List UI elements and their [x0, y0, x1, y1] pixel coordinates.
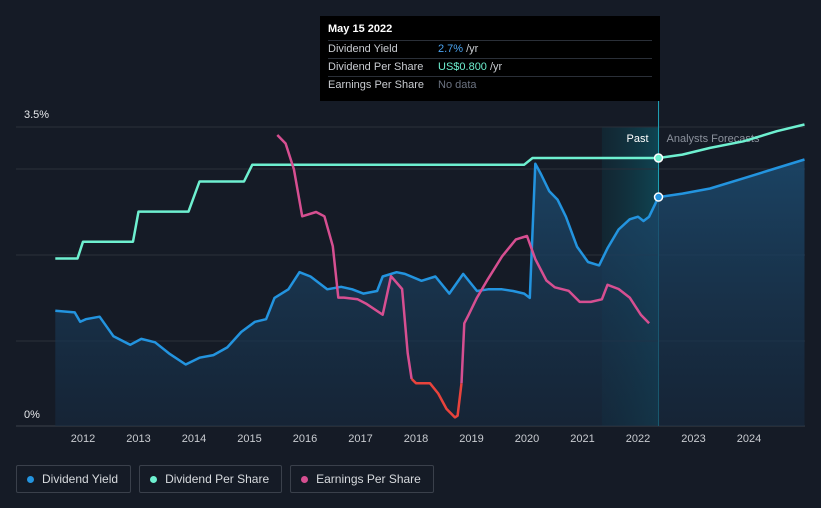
tooltip-row-earnings-per-share: Earnings Per Share No data: [328, 76, 652, 94]
y-tick-label: 3.5%: [24, 109, 49, 121]
x-tick-label: 2023: [681, 433, 705, 445]
legend-label: Earnings Per Share: [316, 472, 421, 486]
tooltip-label: Dividend Per Share: [328, 61, 424, 73]
x-tick-label: 2021: [570, 433, 594, 445]
past-label: Past: [627, 133, 649, 145]
earnings-per-share-line-negative: [410, 378, 463, 419]
tooltip-date: May 15 2022: [328, 23, 393, 35]
tooltip-row-dividend-yield: Dividend Yield 2.7% /yr: [328, 40, 652, 58]
earnings-per-share-line: [460, 234, 650, 384]
legend-item-earnings-per-share[interactable]: Earnings Per Share: [290, 465, 434, 493]
x-tick-label: 2013: [126, 433, 150, 445]
tooltip-row-dividend-per-share: Dividend Per Share US$0.800 /yr: [328, 58, 652, 76]
legend-item-dividend-per-share[interactable]: Dividend Per Share: [139, 465, 283, 493]
legend-swatch: [27, 475, 34, 483]
hover-tooltip: May 15 2022 Dividend Yield 2.7% /yr Divi…: [320, 16, 660, 101]
legend-swatch: [150, 475, 158, 483]
x-tick-label: 2015: [237, 433, 261, 445]
x-tick-label: 2016: [293, 433, 317, 445]
tooltip-value: No data: [438, 79, 477, 91]
dividend-per-share-marker: [653, 153, 664, 163]
forecast-label: Analysts Forecasts: [667, 133, 760, 145]
x-tick-label: 2022: [626, 433, 650, 445]
x-tick-label: 2014: [182, 433, 206, 445]
x-tick-label: 2012: [71, 433, 95, 445]
dividend-yield-area: [55, 159, 805, 426]
dividend-per-share-line: [55, 123, 805, 260]
y-tick-label: 0%: [24, 409, 40, 421]
x-tick-label: 2020: [515, 433, 539, 445]
tooltip-unit: /yr: [489, 61, 503, 73]
tooltip-value: 2.7%: [438, 43, 464, 55]
x-tick-label: 2024: [737, 433, 761, 445]
x-tick-label: 2019: [459, 433, 483, 445]
dividend-yield-line: [55, 158, 805, 366]
legend-label: Dividend Per Share: [165, 472, 270, 486]
legend-item-dividend-yield[interactable]: Dividend Yield: [16, 465, 132, 493]
tooltip-label: Earnings Per Share: [328, 79, 424, 91]
earnings-per-share-line: [276, 134, 413, 380]
x-tick-label: 2017: [348, 433, 372, 445]
dividend-yield-marker: [653, 192, 664, 202]
chart-legend: Dividend Yield Dividend Per Share Earnin…: [16, 465, 434, 493]
tooltip-value: US$0.800: [438, 61, 487, 73]
tooltip-unit: /yr: [466, 43, 479, 55]
legend-swatch: [301, 475, 309, 483]
x-tick-label: 2018: [404, 433, 428, 445]
tooltip-label: Dividend Yield: [328, 43, 398, 55]
legend-label: Dividend Yield: [42, 472, 119, 486]
